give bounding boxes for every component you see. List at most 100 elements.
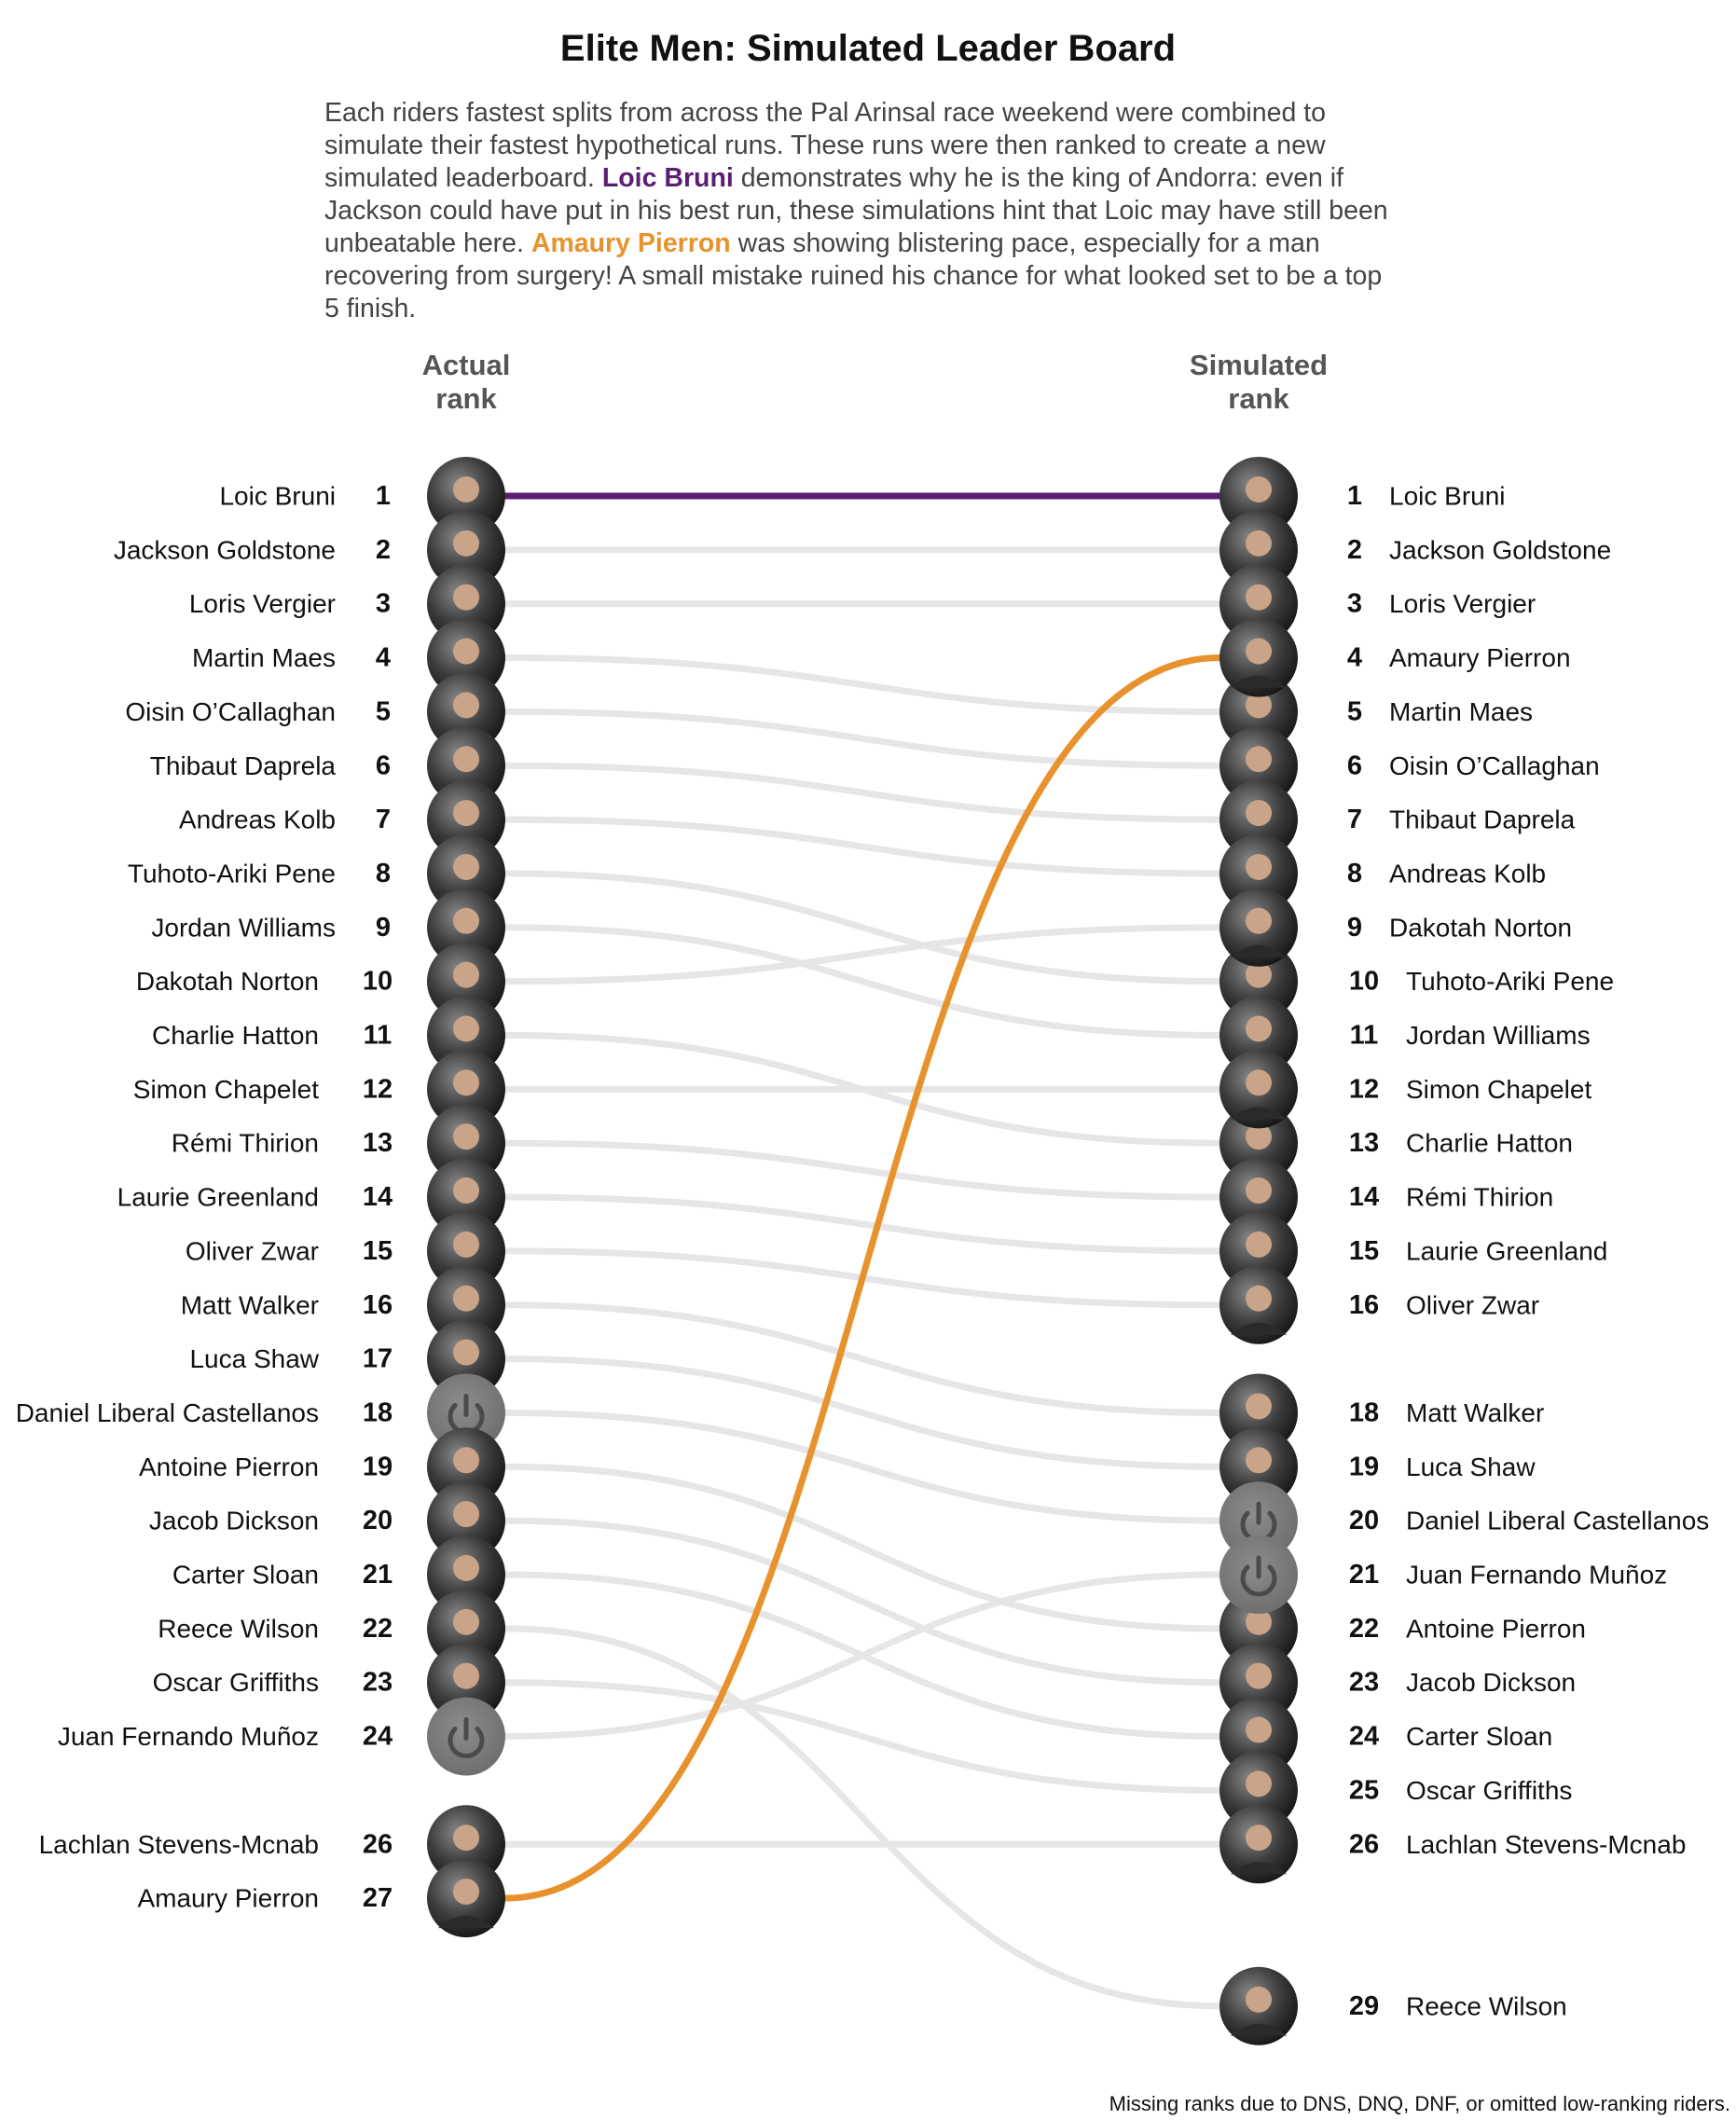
simulated-name-loic-bruni: Loic Bruni: [1389, 482, 1506, 511]
line-andreas-kolb: [502, 816, 1223, 877]
line-jordan-williams: [502, 924, 1223, 1039]
simulated-name-thibaut-daprela: Thibaut Daprela: [1389, 805, 1576, 834]
simulated-name-loris-vergier: Loris Vergier: [1389, 589, 1536, 618]
simulated-name-jordan-williams: Jordan Williams: [1406, 1021, 1591, 1050]
avatar-simulated-lachlan-stevens-mcnab: [1219, 1805, 1298, 1884]
simulated-rank-luca-shaw: 19: [1349, 1452, 1379, 1481]
avatar-actual-laurie-greenland: [427, 1158, 505, 1237]
simulated-name-oisin-o-callaghan: Oisin O’Callaghan: [1389, 751, 1600, 780]
avatar-simulated-dakotah-norton: [1219, 888, 1298, 967]
actual-name-amaury-pierron: Amaury Pierron: [137, 1884, 319, 1913]
actual-rank-oliver-zwar: 15: [363, 1236, 393, 1266]
actual-name-reece-wilson: Reece Wilson: [158, 1614, 319, 1643]
subtitle-text-1: Each riders fastest splits from across t…: [324, 98, 1326, 193]
simulated-name-andreas-kolb: Andreas Kolb: [1389, 859, 1546, 888]
line-jacob-dickson: [502, 1517, 1223, 1686]
simulated-rank-jackson-goldstone: 2: [1347, 535, 1362, 565]
actual-rank-oisin-o-callaghan: 5: [376, 696, 391, 726]
simulated-name-remi-thirion: Rémi Thirion: [1406, 1183, 1553, 1212]
actual-name-antoine-pierron: Antoine Pierron: [139, 1452, 319, 1481]
line-amaury-pierron: [502, 654, 1223, 1902]
simulated-rank-oscar-griffiths: 25: [1349, 1775, 1379, 1805]
simulated-rank-laurie-greenland: 15: [1349, 1236, 1379, 1266]
simulated-name-juan-fernando-munoz: Juan Fernando Muñoz: [1406, 1561, 1667, 1590]
actual-rank-jordan-williams: 9: [376, 913, 391, 943]
actual-rank-jacob-dickson: 20: [363, 1506, 393, 1535]
simulated-name-antoine-pierron: Antoine Pierron: [1406, 1614, 1586, 1643]
simulated-rank-oisin-o-callaghan: 6: [1347, 750, 1362, 780]
actual-name-thibaut-daprela: Thibaut Daprela: [150, 751, 337, 780]
simulated-name-jackson-goldstone: Jackson Goldstone: [1389, 535, 1611, 564]
actual-rank-remi-thirion: 13: [363, 1128, 393, 1158]
actual-name-laurie-greenland: Laurie Greenland: [117, 1183, 319, 1212]
subtitle-text-3: was showing blistering pace, especially …: [324, 228, 1383, 324]
actual-rank-martin-maes: 4: [376, 643, 391, 673]
actual-name-jacob-dickson: Jacob Dickson: [149, 1507, 319, 1535]
actual-rank-thibaut-daprela: 6: [376, 750, 391, 780]
simulated-rank-lachlan-stevens-mcnab: 26: [1349, 1829, 1379, 1859]
actual-rank-reece-wilson: 22: [363, 1614, 393, 1644]
actual-rank-juan-fernando-munoz: 24: [363, 1722, 393, 1752]
actual-rank-carter-sloan: 21: [363, 1560, 393, 1590]
actual-name-remi-thirion: Rémi Thirion: [172, 1129, 319, 1158]
simulated-rank-dakotah-norton: 9: [1347, 913, 1362, 943]
actual-name-tuhoto-ariki-pene: Tuhoto-Ariki Pene: [128, 859, 336, 888]
line-thibaut-daprela: [502, 762, 1223, 823]
actual-name-jordan-williams: Jordan Williams: [151, 913, 336, 942]
actual-rank-loic-bruni: 1: [376, 481, 391, 511]
simulated-rank-martin-maes: 5: [1347, 696, 1362, 726]
actual-name-loris-vergier: Loris Vergier: [189, 589, 336, 618]
simulated-rank-header: Simulated rank: [1189, 349, 1329, 415]
simulated-rank-loris-vergier: 3: [1347, 589, 1362, 619]
simulated-name-carter-sloan: Carter Sloan: [1406, 1722, 1552, 1751]
simulated-name-amaury-pierron: Amaury Pierron: [1389, 643, 1571, 672]
actual-rank-loris-vergier: 3: [376, 589, 391, 619]
simulated-rank-loic-bruni: 1: [1347, 481, 1362, 511]
actual-name-dakotah-norton: Dakotah Norton: [136, 967, 319, 996]
simulated-rank-matt-walker: 18: [1349, 1397, 1379, 1427]
actual-name-carter-sloan: Carter Sloan: [172, 1561, 319, 1590]
actual-rank-header: Actual rank: [421, 349, 511, 415]
actual-name-daniel-liberal-castellanos: Daniel Liberal Castellanos: [16, 1398, 319, 1427]
actual-name-oliver-zwar: Oliver Zwar: [186, 1236, 319, 1265]
avatar-simulated-reece-wilson: [1219, 1966, 1298, 2045]
subtitle-text-2: demonstrates why he is the king of Andor…: [324, 163, 1388, 258]
actual-rank-luca-shaw: 17: [363, 1344, 393, 1374]
avatar-simulated-juan-fernando-munoz: [1219, 1535, 1298, 1614]
line-remi-thirion: [502, 1139, 1223, 1201]
simulated-rank-jordan-williams: 11: [1350, 1021, 1379, 1051]
line-juan-fernando-munoz: [502, 1571, 1223, 1741]
actual-rank-charlie-hatton: 11: [364, 1021, 393, 1051]
avatar-actual-amaury-pierron: [427, 1859, 505, 1938]
actual-name-oscar-griffiths: Oscar Griffiths: [153, 1668, 319, 1697]
line-matt-walker: [502, 1301, 1223, 1416]
highlight-lines: [502, 492, 1223, 1902]
simulated-name-simon-chapelet: Simon Chapelet: [1406, 1075, 1591, 1104]
simulated-rank-antoine-pierron: 22: [1349, 1614, 1379, 1644]
actual-rank-andreas-kolb: 7: [376, 805, 391, 834]
line-oisin-o-callaghan: [502, 708, 1223, 769]
line-martin-maes: [502, 654, 1223, 715]
simulated-rank-jacob-dickson: 23: [1349, 1668, 1379, 1698]
avatar-simulated-oliver-zwar: [1219, 1265, 1298, 1344]
avatar-simulated-simon-chapelet: [1219, 1050, 1298, 1129]
simulated-name-laurie-greenland: Laurie Greenland: [1406, 1236, 1607, 1265]
actual-rank-oscar-griffiths: 23: [363, 1668, 393, 1698]
simulated-name-charlie-hatton: Charlie Hatton: [1406, 1129, 1573, 1158]
simulated-name-oscar-griffiths: Oscar Griffiths: [1406, 1776, 1572, 1805]
actual-rank-dakotah-norton: 10: [363, 967, 393, 997]
chart-title: Elite Men: Simulated Leader Board: [559, 28, 1177, 69]
line-luca-shaw: [502, 1356, 1223, 1470]
actual-name-juan-fernando-munoz: Juan Fernando Muñoz: [58, 1722, 319, 1751]
actual-name-lachlan-stevens-mcnab: Lachlan Stevens-Mcnab: [39, 1830, 319, 1859]
subtitle-highlight-amaury: Amaury Pierron: [530, 228, 731, 258]
actual-rank-antoine-pierron: 19: [363, 1452, 393, 1481]
simulated-rank-carter-sloan: 24: [1349, 1722, 1379, 1752]
actual-name-loic-bruni: Loic Bruni: [219, 482, 336, 511]
actual-rank-matt-walker: 16: [363, 1290, 393, 1320]
line-oscar-griffiths: [502, 1679, 1223, 1794]
actual-name-oisin-o-callaghan: Oisin O’Callaghan: [125, 697, 336, 726]
avatar-simulated-amaury-pierron: [1219, 618, 1298, 697]
line-daniel-liberal-castellanos: [502, 1409, 1223, 1524]
